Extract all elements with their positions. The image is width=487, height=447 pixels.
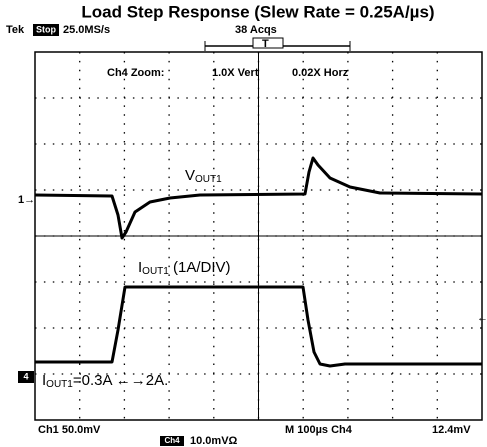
state-box [33,24,59,36]
step-label: IOUT1=0.3A ←→2A. [42,372,168,390]
ch4-marker-box [18,371,34,383]
trigger-window [252,37,284,49]
ch4-footer: Ch4 [164,436,180,445]
trigger-level: 12.4mV [432,424,471,436]
timebase: M 100µs Ch4 [285,424,353,436]
iout-trace [35,285,482,368]
zoom-label: Ch4 Zoom: [107,67,164,79]
trigger-t: T [262,38,269,50]
sample-rate: 25.0MS/s [63,24,110,36]
iout-label: IOUT1 (1A/DIV) [138,259,231,277]
ch4-box [160,436,184,446]
title: Load Step Response (Slew Rate = 0.25A/µs… [81,2,434,21]
ch4-marker: 4 [23,371,28,381]
vout-trace [34,156,483,240]
state: Stop [36,24,56,34]
trigger-level-marker: ← [477,312,487,324]
zoom-vert: 1.0X Vert [212,67,259,79]
acquisitions: 38 Acqs [235,24,277,36]
ch1-marker: 1→ [18,194,35,206]
brand: Tek [6,24,25,36]
ch1-scale: Ch1 50.0mV [38,424,101,436]
vout-label: VOUT1 [185,167,222,185]
zoom-horz: 0.02X Horz [292,67,349,79]
ch4-scale: 10.0mVΩ [190,435,238,447]
